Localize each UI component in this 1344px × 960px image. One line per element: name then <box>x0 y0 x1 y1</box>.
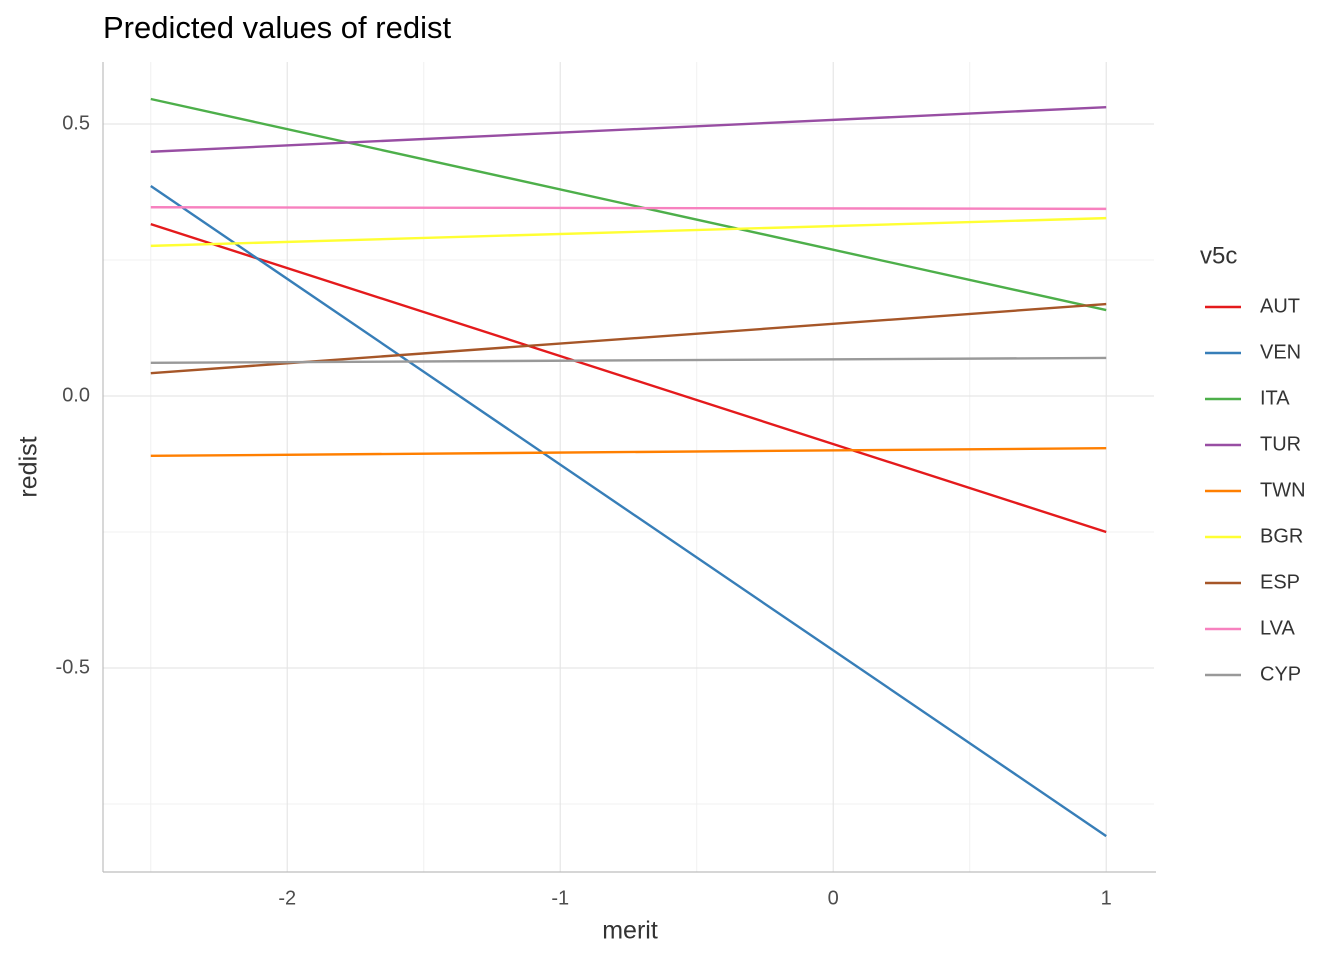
x-tick-label: 1 <box>1101 887 1112 909</box>
legend-label: ITA <box>1260 387 1290 409</box>
y-tick-label: -0.5 <box>56 656 90 678</box>
y-tick-label: 0.0 <box>62 384 90 406</box>
legend-label: TWN <box>1260 479 1306 501</box>
series-line <box>150 216 1107 248</box>
chart-title: Predicted values of redist <box>103 10 451 45</box>
y-axis-title: redist <box>15 436 43 497</box>
legend-label: LVA <box>1260 617 1295 639</box>
series-line <box>150 97 1107 312</box>
legend-title: v5c <box>1200 242 1237 269</box>
x-tick-label: 0 <box>828 887 839 909</box>
x-axis-title: merit <box>602 917 658 945</box>
series-line <box>150 185 1107 838</box>
legend-label: AUT <box>1260 295 1300 317</box>
x-tick-label: -1 <box>551 887 569 909</box>
legend-label: TUR <box>1260 433 1301 455</box>
legend-label: BGR <box>1260 525 1303 547</box>
x-tick-label: -2 <box>278 887 296 909</box>
legend-label: ESP <box>1260 571 1300 593</box>
series-line <box>150 356 1107 365</box>
series-line <box>150 447 1107 458</box>
y-tick-label: 0.5 <box>62 112 90 134</box>
series-line <box>150 222 1107 534</box>
legend-label: VEN <box>1260 341 1301 363</box>
series-line <box>150 105 1107 153</box>
series-line <box>150 206 1107 211</box>
legend-label: CYP <box>1260 663 1301 685</box>
